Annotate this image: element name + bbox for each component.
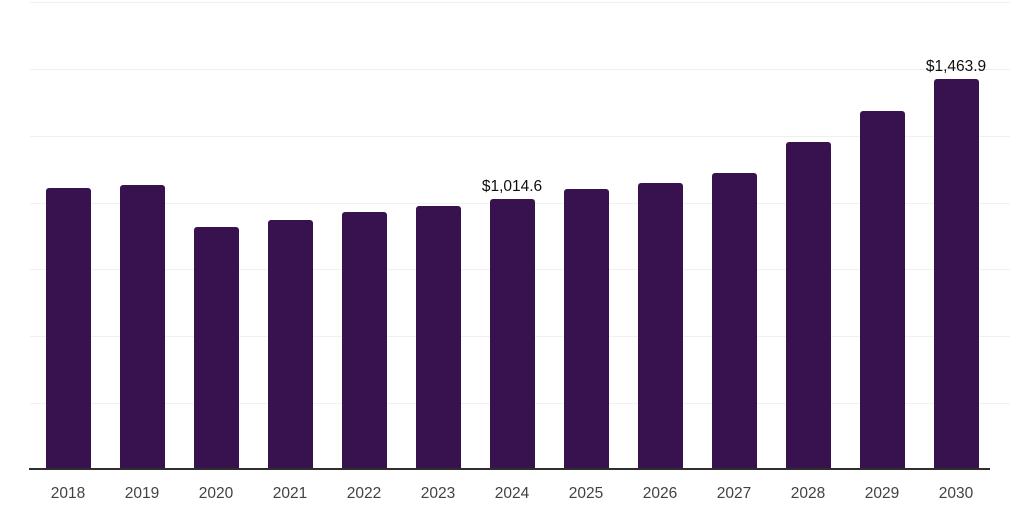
x-tick-label-2022: 2022 (346, 485, 382, 502)
x-axis-line (29, 468, 990, 470)
bar-2020 (193, 226, 239, 470)
bar-2024 (489, 198, 535, 470)
x-tick-label-2028: 2028 (790, 485, 826, 502)
x-tick-label-2020: 2020 (198, 485, 234, 502)
x-tick-label-2027: 2027 (716, 485, 752, 502)
data-label-2024: $1,014.6 (481, 177, 543, 195)
bar-2025 (563, 188, 609, 470)
x-tick-label-2024: 2024 (494, 485, 530, 502)
x-tick-label-2019: 2019 (124, 485, 160, 502)
bar-2018 (45, 188, 91, 470)
x-tick-label-2025: 2025 (568, 485, 604, 502)
bar-2030 (933, 78, 979, 470)
x-tick-label-2029: 2029 (864, 485, 900, 502)
x-tick-label-2023: 2023 (420, 485, 456, 502)
x-tick-label-2018: 2018 (50, 485, 86, 502)
bar-2022 (341, 211, 387, 470)
bar-2029 (859, 111, 905, 470)
x-tick-label-2021: 2021 (272, 485, 308, 502)
gridline-1750 (30, 2, 1010, 3)
bar-2023 (415, 206, 461, 470)
data-label-2030: $1,463.9 (925, 57, 987, 75)
bar-2019 (119, 185, 165, 470)
bar-2026 (637, 183, 683, 470)
gridline-1250 (30, 135, 1010, 137)
bar-2021 (267, 219, 313, 470)
bar-2028 (785, 142, 831, 470)
x-tick-label-2026: 2026 (642, 485, 678, 502)
gridline-1500 (30, 68, 1010, 70)
bar-2027 (711, 172, 757, 470)
x-tick-label-2030: 2030 (938, 485, 974, 502)
